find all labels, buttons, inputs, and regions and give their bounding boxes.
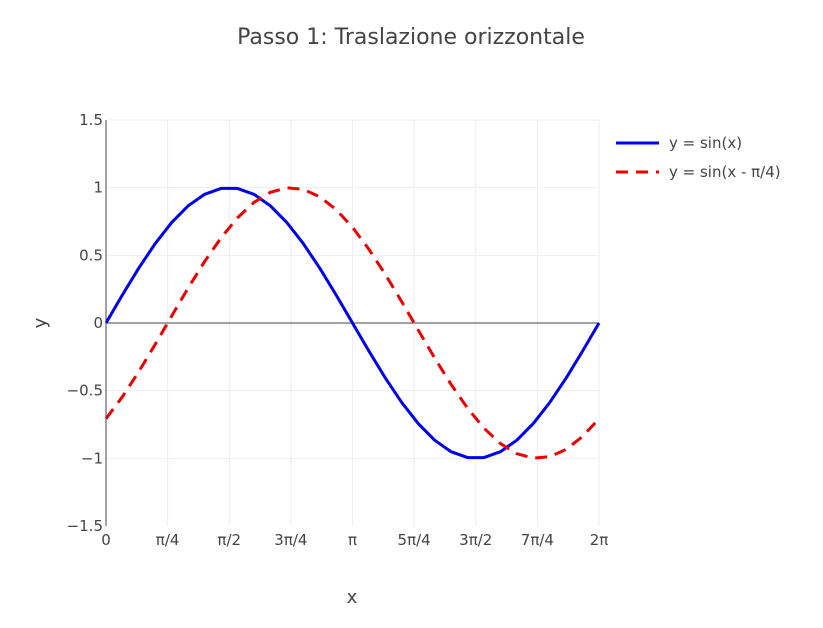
x-tick-label: π	[348, 531, 357, 549]
y-axis-title: y	[30, 317, 51, 328]
y-tick-label: 1	[93, 179, 103, 197]
y-tick-label: 1.5	[79, 111, 103, 129]
x-tick-label: 3π/4	[274, 531, 307, 549]
x-tick-label: π/2	[217, 531, 241, 549]
series-line-1	[104, 186, 601, 460]
x-tick-label: 3π/2	[459, 531, 492, 549]
series-layer	[104, 186, 601, 460]
legend-label: y = sin(x - π/4)	[669, 163, 781, 181]
x-axis-title: x	[347, 587, 358, 608]
x-tick-label: 5π/4	[398, 531, 431, 549]
series-line-2	[104, 186, 601, 460]
x-tick-labels: 0 π/4 π/2 3π/4 π 5π/4 3π/2 7π/4 2π	[101, 531, 608, 549]
y-tick-label: −1	[81, 449, 103, 467]
legend-item-2[interactable]: y = sin(x - π/4)	[616, 163, 781, 181]
legend[interactable]: y = sin(x) y = sin(x - π/4)	[616, 134, 781, 181]
x-tick-label: 0	[101, 531, 111, 549]
x-tick-label: π/4	[156, 531, 180, 549]
y-tick-labels: 1.5 1 0.5 0 −0.5 −1 −1.5	[67, 111, 103, 535]
legend-label: y = sin(x)	[669, 134, 742, 152]
x-tick-label: 7π/4	[521, 531, 554, 549]
y-tick-label: −0.5	[67, 382, 103, 400]
y-tick-label: −1.5	[67, 517, 103, 535]
x-tick-label: 2π	[590, 531, 609, 549]
y-tick-label: 0	[93, 314, 103, 332]
legend-item-1[interactable]: y = sin(x)	[616, 134, 742, 152]
chart-title: Passo 1: Traslazione orizzontale	[237, 25, 585, 50]
y-tick-label: 0.5	[79, 246, 103, 264]
